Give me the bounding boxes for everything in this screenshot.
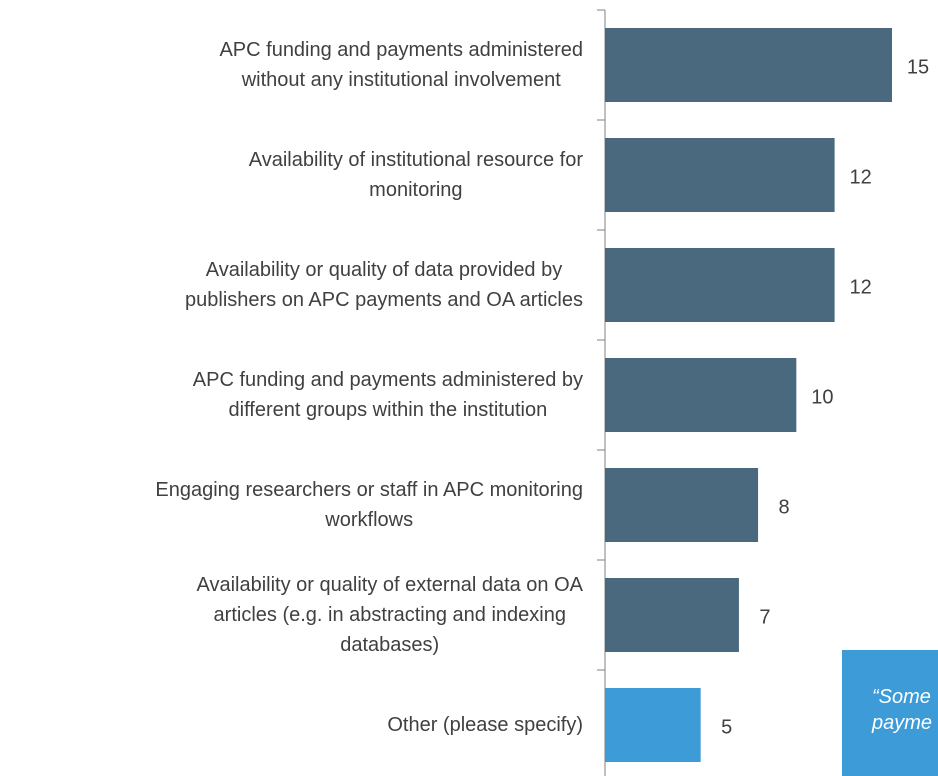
category-label: Engaging researchers or staff in APC mon… <box>155 479 583 531</box>
annotation-line: payme <box>872 712 933 734</box>
value-label: 5 <box>721 716 732 738</box>
annotation-line: “Some <box>872 686 931 708</box>
category-label: Availability or quality of external data… <box>196 574 583 656</box>
value-label: 7 <box>759 606 770 628</box>
bar <box>605 688 701 762</box>
category-label: Availability of institutional resource f… <box>248 149 583 201</box>
bar <box>605 28 892 102</box>
category-label: Availability or quality of data provided… <box>185 259 583 311</box>
bar <box>605 468 759 542</box>
annotation-box: “Some payme <box>842 650 938 776</box>
bar <box>605 578 739 652</box>
bar <box>605 138 835 212</box>
bar <box>605 248 835 322</box>
value-label: 12 <box>849 166 871 188</box>
category-label: APC funding and payments administered wi… <box>219 39 583 91</box>
bar <box>605 358 797 432</box>
value-label: 10 <box>811 386 833 408</box>
value-label: 8 <box>779 496 790 518</box>
value-label: 15 <box>907 56 929 78</box>
value-label: 12 <box>849 276 871 298</box>
category-label: APC funding and payments administered by… <box>192 369 583 421</box>
category-label: Other (please specify) <box>387 714 583 736</box>
